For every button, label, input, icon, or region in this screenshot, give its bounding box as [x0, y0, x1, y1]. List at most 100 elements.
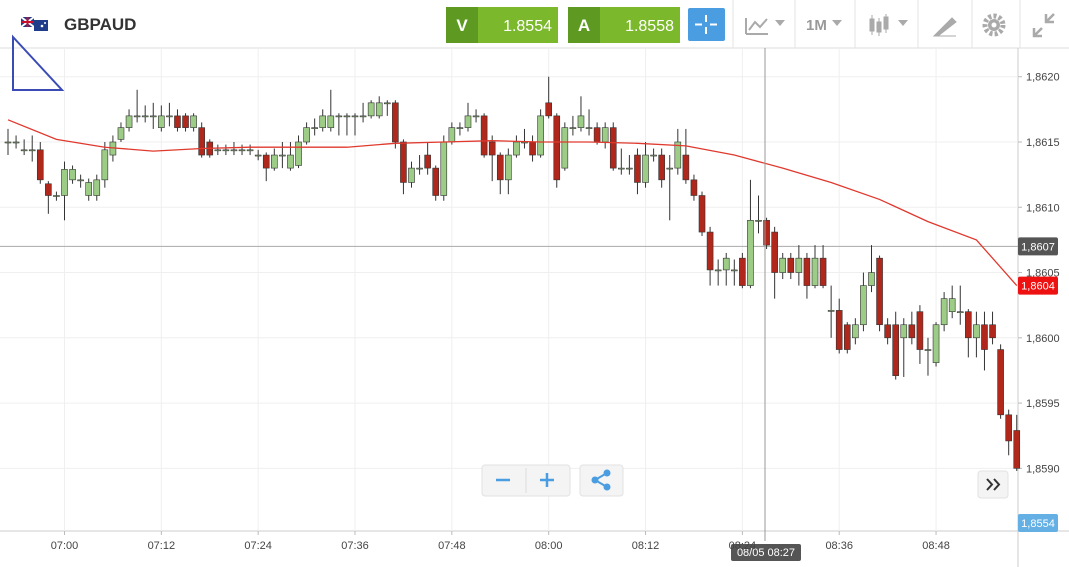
- y-tick-label: 1,8620: [1026, 72, 1060, 84]
- candle-body: [892, 324, 900, 376]
- triangle-drawing[interactable]: [12, 34, 65, 91]
- candle-body: [230, 149, 238, 152]
- candle-body: [513, 141, 520, 156]
- candle-body: [375, 102, 383, 117]
- price-badge: [1018, 237, 1058, 256]
- candle-body: [965, 311, 972, 339]
- price-badge: [1018, 276, 1058, 295]
- symbol: GBPAUD: [64, 15, 136, 34]
- x-tick-label: 07:24: [244, 540, 272, 552]
- crosshair-button[interactable]: [688, 8, 725, 41]
- candle-body: [706, 231, 714, 271]
- candle-body: [876, 257, 883, 326]
- candle-body: [262, 154, 270, 169]
- candle-body: [28, 149, 36, 152]
- candle-body: [295, 141, 302, 166]
- candle-body: [537, 115, 544, 156]
- candle-body: [367, 102, 375, 117]
- candle-body: [609, 127, 617, 169]
- candle-body: [561, 127, 569, 169]
- x-tick-label: 08:48: [922, 540, 950, 552]
- buy-letter: A: [578, 16, 590, 35]
- candle-body: [125, 115, 133, 128]
- candle-body: [101, 149, 109, 181]
- candle-body: [755, 220, 762, 222]
- sell-button[interactable]: V 1.8554: [446, 7, 558, 43]
- candle-body: [690, 179, 698, 196]
- candle-body: [747, 220, 754, 286]
- candle-body: [416, 167, 423, 170]
- candle-body: [93, 179, 101, 196]
- candle-body: [577, 115, 585, 128]
- candle-body: [61, 169, 68, 196]
- candle-body: [1013, 430, 1021, 469]
- candle-body: [601, 127, 609, 143]
- candle-body: [85, 182, 92, 196]
- candle-body: [868, 272, 875, 286]
- candle-body: [464, 115, 472, 128]
- candle-body: [408, 167, 415, 183]
- candle-body: [343, 115, 351, 118]
- candle-body: [658, 154, 665, 181]
- candle-body: [214, 149, 222, 152]
- candle-body: [714, 269, 722, 272]
- candle-body: [585, 127, 593, 129]
- candle-body: [303, 127, 310, 143]
- price-badge-label: 1,8604: [1021, 281, 1055, 293]
- candle-body: [279, 154, 286, 157]
- candle-body: [771, 231, 778, 273]
- timeframe-arrow: [832, 20, 842, 26]
- candle-body: [593, 127, 601, 143]
- sell-price: 1.8554: [503, 18, 552, 35]
- crosshair-badge: [731, 544, 801, 561]
- candle-body: [674, 141, 682, 169]
- candle-body: [956, 311, 964, 313]
- candle-body: [722, 257, 730, 271]
- candle-body: [932, 324, 940, 363]
- draw-button[interactable]: [932, 17, 957, 37]
- candle-body: [900, 324, 908, 339]
- candle-body: [940, 298, 948, 326]
- timeframe[interactable]: 1M: [806, 17, 827, 34]
- candle-body: [432, 167, 440, 196]
- crosshair-label: 08/05 08:27: [737, 547, 795, 559]
- candle-body: [488, 141, 496, 156]
- settings-button[interactable]: [982, 13, 1006, 37]
- indicator-button[interactable]: [745, 18, 785, 35]
- candle-body: [860, 285, 867, 326]
- candle-body: [1005, 414, 1012, 442]
- candle-body: [763, 220, 770, 246]
- candle-body: [456, 127, 464, 129]
- candle-body: [650, 154, 657, 157]
- zoom-in[interactable]: [540, 473, 554, 487]
- candle-body: [287, 154, 294, 169]
- candle-body: [989, 324, 996, 339]
- candle-body: [924, 349, 932, 351]
- y-tick-label: 1,8610: [1026, 202, 1060, 214]
- candle-body: [117, 127, 125, 140]
- x-tick-label: 07:36: [341, 540, 369, 552]
- candle-body: [884, 324, 891, 339]
- candle-body: [319, 115, 327, 128]
- candle-body: [803, 257, 811, 286]
- candle-body: [311, 127, 318, 129]
- candle-body: [383, 102, 391, 105]
- plot: [4, 76, 1021, 471]
- x-tick-label: 08:24: [729, 540, 757, 552]
- candle-body: [505, 154, 512, 181]
- scroll-end-button[interactable]: [977, 470, 1009, 499]
- candle-body: [480, 115, 488, 156]
- zoom-controls: [481, 464, 624, 497]
- candle-body: [698, 195, 706, 233]
- share-button[interactable]: [591, 469, 611, 491]
- x-tick-label: 08:12: [632, 540, 660, 552]
- y-tick-label: 1,8590: [1026, 463, 1060, 475]
- chart-type-button[interactable]: [869, 14, 908, 36]
- candle-body: [835, 310, 843, 350]
- candle-body: [626, 167, 633, 170]
- buy-button[interactable]: A 1.8558: [568, 7, 680, 43]
- fullscreen-button[interactable]: [1032, 13, 1055, 38]
- candle-body: [730, 269, 738, 272]
- candle-body: [787, 257, 795, 273]
